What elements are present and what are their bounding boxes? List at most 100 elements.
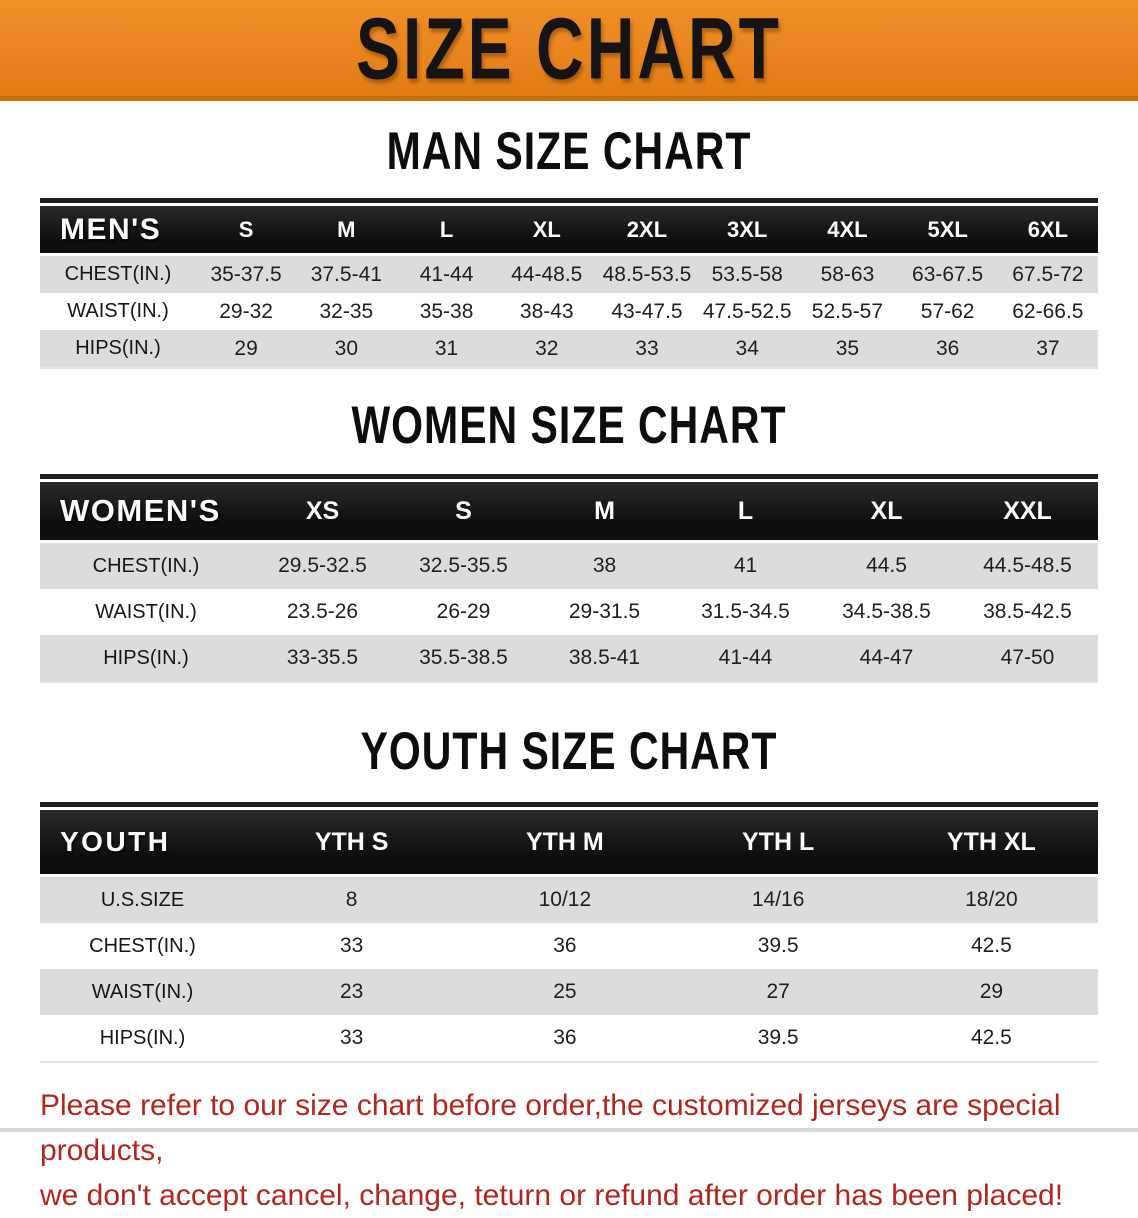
size-column-header: YTH XL: [884, 807, 1098, 877]
size-value-cell: 42.5: [884, 923, 1098, 969]
measurement-row: U.S.SIZE 8 10/12 14/16 18/20: [40, 877, 1098, 923]
size-value-cell: 58-63: [797, 256, 898, 293]
row-label: HIPS(IN.): [40, 1015, 245, 1061]
size-value-cell: 8: [245, 877, 459, 923]
size-value-cell: 47-50: [957, 635, 1098, 681]
row-label: CHEST(IN.): [40, 923, 245, 969]
men-heading-wrap: MAN SIZE CHART: [0, 124, 1138, 177]
size-value-cell: 43-47.5: [596, 293, 698, 330]
size-chart-banner: SIZE CHART: [0, 0, 1138, 101]
men-section-heading: MAN SIZE CHART: [386, 120, 752, 181]
header-row: YOUTH YTH S YTH M YTH L YTH XL: [40, 807, 1098, 877]
size-value-cell: 29-32: [196, 293, 297, 330]
row-label: CHEST(IN.): [40, 256, 196, 293]
youth-size-table: YOUTH YTH S YTH M YTH L YTH XL U.S.SIZE 8 10/12…: [40, 802, 1098, 1063]
size-value-cell: 42.5: [884, 1015, 1098, 1061]
size-value-cell: 38.5-41: [534, 635, 675, 681]
measurement-row: HIPS(IN.) 33 36 39.5 42.5: [40, 1015, 1098, 1061]
size-column-header: 5XL: [897, 203, 998, 256]
row-label: U.S.SIZE: [40, 877, 245, 923]
disclaimer-line-2: we don't accept cancel, change, teturn o…: [40, 1179, 1064, 1212]
size-value-cell: 35-38: [396, 293, 497, 330]
youth-heading-wrap: YOUTH SIZE CHART: [0, 724, 1138, 777]
size-value-cell: 52.5-57: [797, 293, 898, 330]
youth-section-heading: YOUTH SIZE CHART: [360, 720, 778, 781]
measurement-row: WAIST(IN.) 23.5-26 26-29 29-31.5 31.5-34.5 34…: [40, 589, 1098, 635]
size-value-cell: 67.5-72: [997, 256, 1098, 293]
row-label: WAIST(IN.): [40, 969, 245, 1015]
row-label: CHEST(IN.): [40, 543, 252, 589]
size-column-header: 6XL: [997, 203, 1098, 256]
size-value-cell: 41-44: [675, 635, 816, 681]
measurement-row: CHEST(IN.) 33 36 39.5 42.5: [40, 923, 1098, 969]
size-value-cell: 39.5: [671, 1015, 885, 1061]
size-value-cell: 25: [458, 969, 672, 1015]
size-value-cell: 33: [245, 1015, 459, 1061]
size-value-cell: 47.5-52.5: [697, 293, 798, 330]
row-label: WAIST(IN.): [40, 589, 252, 635]
size-column-header: M: [296, 203, 397, 256]
size-column-header: 3XL: [697, 203, 798, 256]
size-value-cell: 36: [458, 923, 672, 969]
women-section-heading: WOMEN SIZE CHART: [351, 394, 787, 455]
men-size-table: MEN'S S M L XL 2XL 3XL 4XL 5XL 6XL CHEST(IN.) 35-37…: [40, 198, 1098, 369]
men-size-chart-section: MAN SIZE CHART MEN'S S M L XL 2XL 3XL 4XL 5XL 6XL C…: [0, 124, 1138, 369]
size-column-header: L: [396, 203, 497, 256]
size-value-cell: 14/16: [671, 877, 885, 923]
size-value-cell: 18/20: [884, 877, 1098, 923]
measurement-row: CHEST(IN.) 29.5-32.5 32.5-35.5 38 41 44.5 44.5…: [40, 543, 1098, 589]
size-value-cell: 44-47: [816, 635, 957, 681]
size-column-header: XXL: [957, 479, 1098, 543]
measurement-row: HIPS(IN.) 29 30 31 32 33 34 35 36 37: [40, 330, 1098, 367]
disclaimer: Please refer to our size chart before or…: [40, 1083, 1098, 1218]
youth-size-chart-section: YOUTH SIZE CHART YOUTH YTH S YTH M YTH L YTH …: [0, 724, 1138, 1063]
size-value-cell: 26-29: [393, 589, 534, 635]
size-column-header: S: [196, 203, 297, 256]
size-value-cell: 37: [997, 330, 1098, 367]
size-column-header: M: [534, 479, 675, 543]
size-value-cell: 31.5-34.5: [675, 589, 816, 635]
size-value-cell: 29.5-32.5: [252, 543, 393, 589]
size-column-header: 2XL: [596, 203, 698, 256]
size-value-cell: 31: [396, 330, 497, 367]
women-size-chart-section: WOMEN SIZE CHART WOMEN'S XS S M L XL XXL CHEST(I…: [0, 398, 1138, 683]
header-row: MEN'S S M L XL 2XL 3XL 4XL 5XL 6XL: [40, 203, 1098, 256]
women-group-label: WOMEN'S: [40, 479, 252, 543]
size-value-cell: 57-62: [897, 293, 998, 330]
measurement-row: WAIST(IN.) 29-32 32-35 35-38 38-43 43-47.5 47.…: [40, 293, 1098, 330]
size-value-cell: 44.5-48.5: [957, 543, 1098, 589]
size-value-cell: 34.5-38.5: [816, 589, 957, 635]
row-label: WAIST(IN.): [40, 293, 196, 330]
size-column-header: XL: [496, 203, 597, 256]
size-column-header: XL: [816, 479, 957, 543]
size-column-header: YTH M: [458, 807, 672, 877]
size-column-header: YTH L: [671, 807, 885, 877]
size-column-header: YTH S: [245, 807, 459, 877]
size-value-cell: 23.5-26: [252, 589, 393, 635]
size-value-cell: 32: [496, 330, 597, 367]
size-value-cell: 32.5-35.5: [393, 543, 534, 589]
size-value-cell: 53.5-58: [697, 256, 798, 293]
size-value-cell: 10/12: [458, 877, 672, 923]
page-bottom-edge: [0, 1128, 1138, 1132]
women-size-table: WOMEN'S XS S M L XL XXL CHEST(IN.) 29.5-32.5 32.5…: [40, 474, 1098, 683]
size-column-header: S: [393, 479, 534, 543]
size-value-cell: 32-35: [296, 293, 397, 330]
size-value-cell: 38.5-42.5: [957, 589, 1098, 635]
measurement-row: HIPS(IN.) 33-35.5 35.5-38.5 38.5-41 41-44 44-…: [40, 635, 1098, 681]
size-value-cell: 29-31.5: [534, 589, 675, 635]
row-label: HIPS(IN.): [40, 635, 252, 681]
size-value-cell: 29: [196, 330, 297, 367]
size-value-cell: 44.5: [816, 543, 957, 589]
size-column-header: L: [675, 479, 816, 543]
measurement-row: WAIST(IN.) 23 25 27 29: [40, 969, 1098, 1015]
size-value-cell: 41-44: [396, 256, 497, 293]
size-value-cell: 38-43: [496, 293, 597, 330]
size-value-cell: 44-48.5: [496, 256, 597, 293]
size-value-cell: 35-37.5: [196, 256, 297, 293]
men-group-label: MEN'S: [40, 203, 196, 256]
size-value-cell: 33: [596, 330, 698, 367]
size-value-cell: 35: [797, 330, 898, 367]
page-title: SIZE CHART: [356, 0, 782, 97]
size-value-cell: 62-66.5: [997, 293, 1098, 330]
